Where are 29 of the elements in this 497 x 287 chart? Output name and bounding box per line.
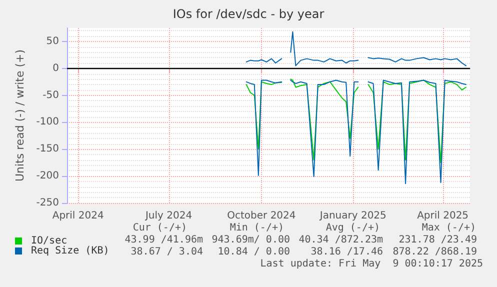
- text: 878.22 /868.19: [392, 246, 478, 258]
- y-tick-label: 0: [52, 62, 59, 74]
- y-tick-label: -50: [42, 90, 59, 101]
- x-tick-label: July 2024: [144, 210, 192, 222]
- text: Cur (-/+): [132, 222, 188, 234]
- text: Min (-/+): [230, 222, 284, 234]
- text: Avg (-/+): [326, 222, 380, 234]
- text: 38.67 / 3.04: [130, 246, 204, 258]
- y-axis-title: Units read (-) / write (+): [13, 49, 26, 182]
- y-tick-label: 50: [46, 36, 59, 47]
- text: 38.16 /17.46: [310, 246, 384, 258]
- y-tick-label: -150: [36, 144, 59, 155]
- x-tick-label: April 2024: [52, 210, 104, 222]
- legend-label: IO/sec: [31, 236, 68, 246]
- text: 40.34 /872.23m: [298, 234, 384, 246]
- x-tick-label: October 2024: [227, 210, 296, 222]
- text: Max (-/+): [422, 222, 476, 234]
- text: 43.99 /41.96m: [124, 234, 204, 246]
- chart-title: IOs for /dev/sdc - by year: [172, 7, 324, 21]
- x-tick-label: April 2025: [417, 210, 469, 222]
- text: 943.69m/ 0.00: [212, 234, 290, 246]
- legend-label: Req Size (KB): [31, 246, 110, 256]
- x-tick-label: January 2025: [318, 210, 386, 222]
- text: 231.78 /23.49: [398, 234, 478, 246]
- y-tick-label: -100: [36, 116, 59, 128]
- text: Last update: Fri May 9 00:10:17 2025: [260, 258, 484, 270]
- text: 10.84 / 0.00: [218, 246, 290, 258]
- y-tick-label: -250: [36, 198, 59, 208]
- y-tick-label: -200: [36, 170, 59, 182]
